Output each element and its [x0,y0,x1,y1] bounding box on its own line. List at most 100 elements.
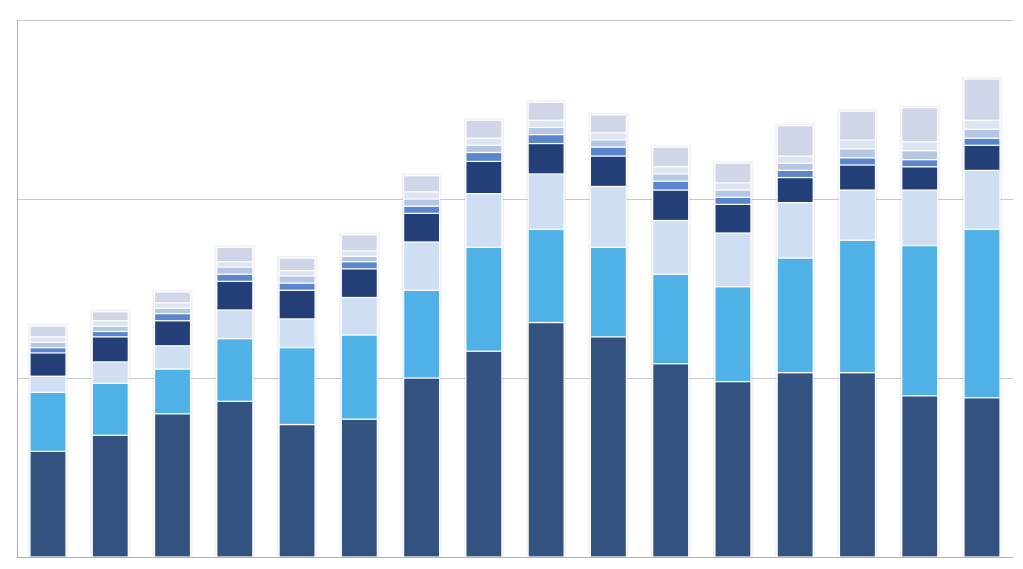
bar-9-segment-2 [527,228,565,324]
bar-16-segment-7 [963,119,1001,130]
bar-8-segment-5 [465,151,503,163]
bar-8-segment-7 [465,137,503,146]
bar-9-segment-6 [527,126,565,136]
bar-1 [28,324,68,558]
bar-6 [339,232,380,558]
bar-2-segment-7 [91,320,129,327]
bar-5-segment-5 [278,282,316,291]
bar-8-segment-2 [465,246,503,352]
bar-12-segment-4 [714,203,752,234]
bar-5 [277,256,318,558]
bar-6-segment-4 [340,268,378,299]
bar-4-segment-7 [216,261,254,268]
bar-10-segment-5 [589,146,628,157]
bar-15 [899,105,940,558]
bar-7-segment-7 [403,191,441,200]
bar-12-segment-6 [714,189,752,198]
bar-14-segment-5 [838,157,877,166]
bar-5-segment-3 [278,318,316,349]
bar-14-segment-6 [838,148,877,159]
bar-10-segment-8 [589,114,628,134]
bar-15-segment-6 [901,150,939,161]
bar-3-segment-5 [153,312,192,322]
bar-6-segment-3 [340,296,378,336]
bar-10-segment-1 [589,336,628,558]
bar-1-segment-4 [29,352,67,377]
bar-9-segment-8 [527,101,565,121]
bar-15-segment-5 [901,159,939,168]
bar-16 [962,77,1002,558]
bar-12-segment-2 [714,286,752,383]
bar-15-segment-1 [901,395,939,558]
bar-5-segment-6 [278,275,316,284]
bar-9-segment-5 [527,133,565,145]
bar-9-segment-1 [527,321,565,558]
bar-1-segment-6 [29,341,67,349]
bar-10-segment-2 [589,246,628,338]
bar-13-segment-7 [776,155,814,164]
bar-1-segment-3 [29,375,67,393]
bar-15-segment-4 [901,166,939,191]
bar-4-segment-2 [216,338,254,402]
bar-14-segment-8 [838,110,877,141]
bar-5-segment-4 [278,289,316,320]
bar-1-segment-1 [29,450,67,558]
bar-14-segment-3 [838,189,877,241]
bar-10-segment-3 [589,185,628,248]
bar-3-segment-6 [153,307,192,315]
bar-15-segment-2 [901,244,939,397]
axes [17,20,1013,558]
bar-6-segment-2 [340,334,378,420]
bar-10-segment-7 [589,132,628,141]
bar-7-segment-6 [403,198,441,207]
bar-12-segment-1 [714,380,752,558]
bar-7-segment-8 [403,175,441,193]
bar-13-segment-3 [776,201,814,259]
bar-16-segment-8 [963,78,1001,121]
bar-2-segment-1 [91,434,129,558]
bar-8-segment-8 [465,119,503,139]
bar-11-segment-3 [652,219,690,275]
bar-13-segment-6 [776,162,814,171]
bar-11-segment-8 [652,146,690,168]
bar-12 [712,161,753,558]
bar-1-segment-2 [29,391,67,452]
bar-2-segment-6 [91,325,129,333]
bar-3-segment-7 [153,302,192,309]
bar-14-segment-2 [838,239,877,374]
bar-14-segment-4 [838,164,877,191]
bar-1-segment-7 [29,336,67,343]
bar-4-segment-6 [216,266,254,275]
bar-16-segment-5 [963,137,1001,146]
bar-13-segment-4 [776,176,814,204]
bar-14-segment-7 [838,139,877,150]
bar-3-segment-3 [153,345,192,370]
bar-3-segment-2 [153,368,192,415]
bar-9-segment-4 [527,142,565,175]
bar-11-segment-5 [652,180,690,191]
bar-4-segment-1 [216,400,254,558]
bar-6-segment-7 [340,250,378,257]
bar-9-segment-3 [527,173,565,231]
bar-7 [401,173,442,558]
bar-3 [152,290,193,558]
bar-7-segment-5 [403,205,441,214]
bar-13-segment-8 [776,125,814,157]
bar-2-segment-2 [91,382,129,436]
bar-2 [90,309,131,558]
bar-2-segment-4 [91,336,129,363]
bar-16-segment-6 [963,128,1001,139]
bar-9 [526,100,567,558]
bar-10-segment-6 [589,139,628,148]
bar-15-segment-7 [901,141,939,152]
bar-12-segment-5 [714,196,752,205]
bar-15-segment-3 [901,189,939,247]
bar-4-segment-8 [216,246,254,263]
bar-9-segment-7 [527,119,565,128]
bar-2-segment-3 [91,361,129,384]
bar-14-segment-1 [838,372,877,558]
bar-7-segment-4 [403,212,441,243]
bar-5-segment-8 [278,257,316,272]
bar-1-segment-5 [29,346,67,354]
bar-5-segment-1 [278,423,316,558]
